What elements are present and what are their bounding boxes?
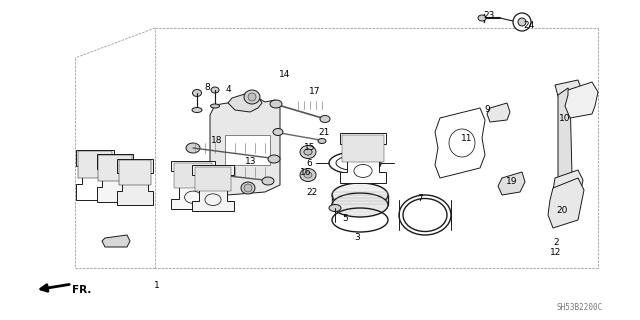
Ellipse shape xyxy=(244,90,260,104)
Ellipse shape xyxy=(268,155,280,163)
Ellipse shape xyxy=(273,129,283,135)
Ellipse shape xyxy=(332,183,388,207)
Ellipse shape xyxy=(300,169,316,181)
Polygon shape xyxy=(76,150,114,200)
Polygon shape xyxy=(558,88,572,192)
Polygon shape xyxy=(228,93,262,112)
Ellipse shape xyxy=(186,143,200,153)
Polygon shape xyxy=(340,133,387,183)
Text: 14: 14 xyxy=(279,69,291,78)
Ellipse shape xyxy=(304,149,312,155)
Polygon shape xyxy=(342,135,384,162)
Ellipse shape xyxy=(193,90,202,97)
Ellipse shape xyxy=(449,129,475,157)
Text: 4: 4 xyxy=(225,84,231,93)
Ellipse shape xyxy=(318,139,326,143)
Text: 8: 8 xyxy=(204,83,210,92)
Ellipse shape xyxy=(211,104,220,108)
Polygon shape xyxy=(487,103,510,122)
Circle shape xyxy=(513,13,531,31)
Text: SH53B2200C: SH53B2200C xyxy=(557,303,603,313)
Ellipse shape xyxy=(270,100,282,108)
Polygon shape xyxy=(99,155,132,181)
Circle shape xyxy=(244,184,252,192)
Polygon shape xyxy=(117,159,153,205)
Ellipse shape xyxy=(329,204,341,212)
Polygon shape xyxy=(102,235,130,247)
Text: 7: 7 xyxy=(417,194,423,203)
Polygon shape xyxy=(548,178,584,228)
Ellipse shape xyxy=(184,191,202,204)
Ellipse shape xyxy=(185,167,199,177)
Text: 24: 24 xyxy=(524,20,534,29)
Polygon shape xyxy=(565,82,598,118)
Polygon shape xyxy=(192,165,234,211)
Text: 18: 18 xyxy=(211,135,223,145)
Ellipse shape xyxy=(205,194,221,205)
Ellipse shape xyxy=(304,172,312,178)
Ellipse shape xyxy=(192,108,202,113)
Text: 13: 13 xyxy=(245,156,257,165)
Text: 22: 22 xyxy=(307,188,317,196)
Text: 6: 6 xyxy=(306,158,312,167)
Text: 16: 16 xyxy=(300,167,312,177)
Ellipse shape xyxy=(329,152,381,174)
Ellipse shape xyxy=(241,182,255,194)
Text: 5: 5 xyxy=(342,213,348,222)
Polygon shape xyxy=(435,108,485,178)
Ellipse shape xyxy=(336,156,374,171)
Text: 19: 19 xyxy=(506,177,518,186)
Polygon shape xyxy=(498,172,525,195)
Text: 21: 21 xyxy=(318,127,330,137)
Text: 12: 12 xyxy=(550,247,562,257)
Ellipse shape xyxy=(262,177,274,185)
Ellipse shape xyxy=(320,116,330,123)
Text: 20: 20 xyxy=(556,205,568,214)
Ellipse shape xyxy=(478,15,486,21)
Text: 3: 3 xyxy=(354,233,360,242)
Text: 2: 2 xyxy=(553,237,559,246)
Polygon shape xyxy=(555,80,583,108)
Polygon shape xyxy=(210,98,280,196)
Ellipse shape xyxy=(332,193,388,217)
Text: 11: 11 xyxy=(461,133,473,142)
Polygon shape xyxy=(174,163,212,188)
Ellipse shape xyxy=(354,164,372,177)
Text: 1: 1 xyxy=(154,281,160,290)
Polygon shape xyxy=(119,160,151,185)
Polygon shape xyxy=(78,151,112,178)
Text: 17: 17 xyxy=(309,86,321,95)
Polygon shape xyxy=(195,167,232,191)
Polygon shape xyxy=(225,135,270,165)
Ellipse shape xyxy=(304,149,312,155)
Text: 9: 9 xyxy=(484,105,490,114)
Polygon shape xyxy=(172,161,214,209)
Ellipse shape xyxy=(211,87,219,93)
Text: FR.: FR. xyxy=(72,285,92,295)
Circle shape xyxy=(518,18,526,26)
Text: 15: 15 xyxy=(304,142,316,151)
Text: 10: 10 xyxy=(559,114,571,123)
Text: 23: 23 xyxy=(483,11,495,20)
Polygon shape xyxy=(553,170,583,200)
Polygon shape xyxy=(97,154,133,202)
Ellipse shape xyxy=(248,93,256,101)
Ellipse shape xyxy=(304,149,312,155)
Ellipse shape xyxy=(300,146,316,158)
